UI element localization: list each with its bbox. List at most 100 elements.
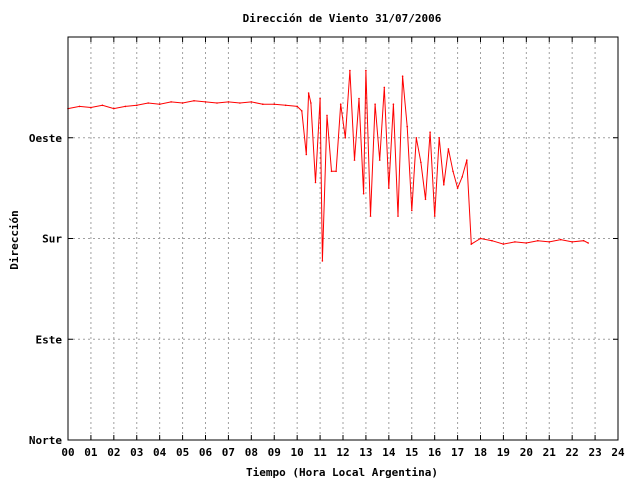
data-point	[310, 102, 312, 104]
data-point	[124, 105, 127, 108]
data-point	[401, 75, 404, 77]
x-tick-label: 10	[291, 446, 304, 459]
data-point	[470, 243, 473, 245]
data-point	[378, 159, 381, 161]
data-point	[319, 97, 321, 100]
data-point	[101, 104, 104, 107]
x-tick-label: 18	[474, 446, 487, 459]
data-point	[136, 104, 138, 107]
data-point	[216, 102, 218, 104]
data-point	[335, 170, 337, 173]
x-tick-label: 08	[245, 446, 258, 459]
x-tick-label: 15	[405, 446, 418, 459]
data-point	[344, 137, 347, 139]
x-tick-labels: 00 01 02 03 04 05 06 07 08 09 10 11 12 13 14 15 16 17 18 19…	[61, 446, 625, 459]
data-point	[406, 125, 409, 128]
x-tick-label: 24	[611, 446, 625, 459]
data-point	[321, 260, 324, 262]
data-point	[388, 187, 390, 189]
x-tick-label: 17	[451, 446, 464, 459]
data-point	[78, 105, 81, 108]
data-point	[170, 101, 172, 103]
x-tick-label: 19	[497, 446, 510, 459]
data-point	[326, 114, 328, 117]
data-point	[113, 107, 115, 110]
data-point	[365, 69, 367, 72]
x-tick-label: 04	[153, 446, 167, 459]
data-point	[193, 100, 195, 102]
data-point	[296, 105, 299, 108]
data-point	[330, 170, 333, 173]
data-point	[374, 103, 376, 105]
data-point	[420, 161, 422, 164]
data-point	[362, 192, 365, 195]
y-tick-label: Sur	[42, 233, 62, 246]
axis-ticks	[67, 37, 619, 441]
x-tick-label: 05	[176, 446, 189, 459]
data-point	[181, 102, 184, 104]
data-point	[262, 103, 264, 105]
y-tick-label: Norte	[29, 434, 62, 447]
data-point	[307, 92, 310, 94]
data-point	[466, 159, 468, 161]
data-point	[314, 181, 317, 184]
x-tick-label: 21	[543, 446, 557, 459]
data-point	[358, 97, 360, 100]
data-point	[383, 86, 386, 89]
x-tick-label: 13	[359, 446, 372, 459]
data-point	[443, 184, 445, 186]
data-point	[525, 242, 528, 244]
data-point	[392, 103, 395, 105]
data-point	[571, 241, 573, 243]
data-point	[90, 106, 92, 109]
data-point	[250, 101, 253, 103]
x-tick-label: 14	[382, 446, 396, 459]
x-tick-label: 11	[313, 446, 327, 459]
data-point	[305, 153, 308, 156]
data-point	[227, 101, 230, 103]
y-tick-label: Oeste	[29, 132, 62, 145]
x-tick-label: 12	[336, 446, 349, 459]
data-point	[301, 110, 303, 112]
data-point	[587, 242, 589, 244]
y-axis-label: Dirección	[8, 210, 21, 270]
x-tick-label: 00	[61, 446, 74, 459]
data-point	[397, 215, 399, 217]
data-point	[582, 239, 585, 242]
x-tick-label: 22	[566, 446, 579, 459]
chart-title: Dirección de Viento 31/07/2006	[243, 12, 442, 25]
data-point	[429, 131, 431, 133]
x-tick-label: 06	[199, 446, 213, 459]
data-point	[537, 239, 539, 242]
data-point	[424, 198, 427, 201]
data-point	[339, 103, 342, 105]
data-point	[239, 102, 241, 104]
data-point	[548, 241, 551, 243]
data-point	[479, 237, 482, 240]
data-point	[204, 101, 207, 103]
series-group	[67, 69, 589, 262]
data-point	[415, 137, 418, 139]
data-point	[284, 104, 287, 107]
data-point	[438, 137, 441, 139]
data-point	[369, 215, 372, 217]
data-point	[411, 209, 413, 212]
y-tick-labels: Norte Este Sur Oeste	[29, 132, 62, 447]
data-point	[273, 103, 276, 105]
x-axis-label: Tiempo (Hora Local Argentina)	[246, 466, 438, 479]
data-point	[461, 176, 464, 178]
data-point	[514, 241, 516, 243]
data-point	[491, 239, 493, 242]
data-point	[447, 148, 450, 150]
data-point	[456, 187, 459, 189]
x-tick-label: 23	[588, 446, 601, 459]
x-tick-label: 02	[107, 446, 120, 459]
y-tick-label: Este	[36, 333, 63, 346]
x-tick-label: 20	[520, 446, 533, 459]
data-point	[147, 102, 149, 104]
data-point	[452, 170, 454, 173]
x-tick-label: 07	[222, 446, 235, 459]
series-line	[67, 70, 589, 261]
data-point	[433, 215, 436, 217]
